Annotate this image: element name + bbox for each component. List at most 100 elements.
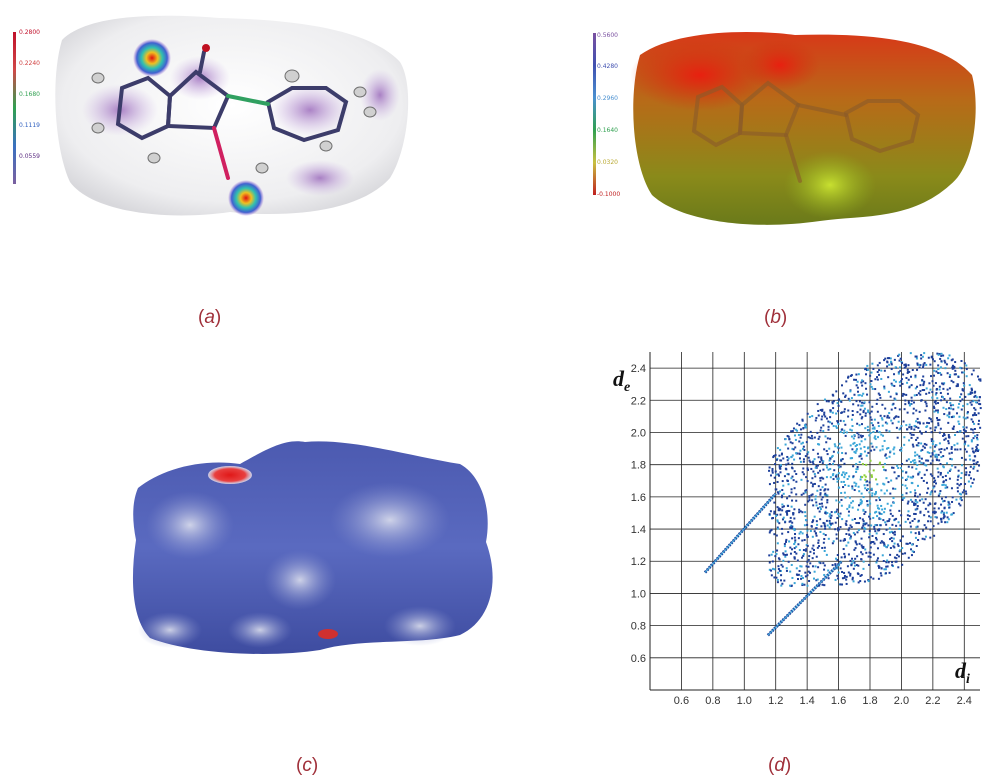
data-point — [847, 415, 850, 418]
data-point — [870, 475, 873, 478]
data-point — [928, 451, 931, 454]
data-point — [875, 561, 878, 564]
data-point — [801, 582, 804, 585]
data-point — [811, 461, 814, 464]
data-point — [912, 445, 915, 448]
data-point — [891, 540, 894, 543]
data-point — [947, 518, 950, 521]
data-point — [826, 512, 829, 515]
data-point — [927, 487, 930, 490]
data-point — [959, 448, 962, 451]
data-point — [817, 485, 820, 488]
data-point — [799, 460, 802, 463]
data-point — [864, 367, 867, 370]
data-point — [921, 498, 924, 501]
data-point — [966, 412, 969, 415]
data-point — [909, 375, 912, 378]
data-point — [878, 511, 881, 514]
data-point — [789, 584, 792, 587]
data-point — [903, 408, 906, 411]
data-point — [855, 384, 858, 387]
data-point — [930, 438, 933, 441]
data-point — [823, 568, 826, 571]
data-point — [813, 458, 816, 461]
data-point — [771, 471, 774, 474]
data-point — [823, 584, 826, 587]
data-point — [903, 363, 906, 366]
data-point — [796, 422, 799, 425]
data-point — [809, 437, 812, 440]
data-point — [876, 547, 879, 550]
data-point — [854, 541, 857, 544]
data-point — [852, 442, 855, 445]
data-point — [884, 407, 887, 410]
data-point — [872, 469, 875, 472]
y-tick-label: 2.4 — [631, 363, 646, 375]
data-point — [890, 479, 893, 482]
data-point — [777, 565, 780, 568]
caption-letter: d — [774, 755, 785, 776]
data-point — [901, 499, 904, 502]
data-point — [868, 412, 871, 415]
data-point — [797, 578, 800, 581]
data-point — [940, 520, 943, 523]
data-point — [777, 492, 780, 495]
data-point — [863, 445, 866, 448]
data-point — [965, 368, 968, 371]
y-axis-label-sub: e — [624, 380, 630, 395]
data-point — [776, 491, 779, 494]
data-point — [906, 368, 909, 371]
data-point — [801, 584, 804, 587]
data-point — [806, 560, 809, 563]
data-point — [868, 529, 871, 532]
data-point — [901, 493, 904, 496]
data-point — [884, 357, 887, 360]
data-point — [783, 579, 786, 582]
data-point — [957, 469, 960, 472]
data-point — [918, 471, 921, 474]
data-point — [968, 471, 971, 474]
data-point — [876, 410, 879, 413]
data-point — [889, 450, 892, 453]
data-point — [952, 408, 955, 411]
data-point — [937, 424, 940, 427]
data-point — [970, 428, 973, 431]
data-point — [810, 494, 813, 497]
data-point — [915, 394, 918, 397]
data-point — [875, 499, 878, 502]
data-point — [966, 416, 969, 419]
data-point — [851, 506, 854, 509]
data-point — [801, 556, 804, 559]
caption-close: ) — [311, 755, 319, 776]
data-point — [908, 423, 911, 426]
data-point — [918, 456, 921, 459]
data-point — [880, 504, 883, 507]
data-point — [785, 468, 788, 471]
data-point — [809, 562, 812, 565]
data-point — [891, 523, 894, 526]
data-point — [909, 461, 912, 464]
data-point — [922, 375, 925, 378]
spike-core — [767, 560, 843, 636]
data-point — [914, 355, 917, 358]
data-point — [890, 419, 893, 422]
data-point — [976, 438, 979, 441]
data-point — [802, 458, 805, 461]
data-point — [893, 446, 896, 449]
caption-c: (c) — [296, 755, 318, 777]
data-point — [916, 505, 919, 508]
data-point — [910, 436, 913, 439]
red-spot — [318, 629, 338, 639]
colorbar-label: -0.1000 — [597, 191, 621, 198]
data-point — [813, 515, 816, 518]
data-point — [837, 529, 840, 532]
data-point — [841, 451, 844, 454]
data-point — [833, 460, 836, 463]
data-point — [882, 519, 885, 522]
data-point — [921, 366, 924, 369]
data-point — [857, 529, 860, 532]
data-point — [965, 426, 968, 429]
data-point — [823, 537, 826, 540]
data-point — [874, 524, 877, 527]
data-point — [789, 552, 792, 555]
